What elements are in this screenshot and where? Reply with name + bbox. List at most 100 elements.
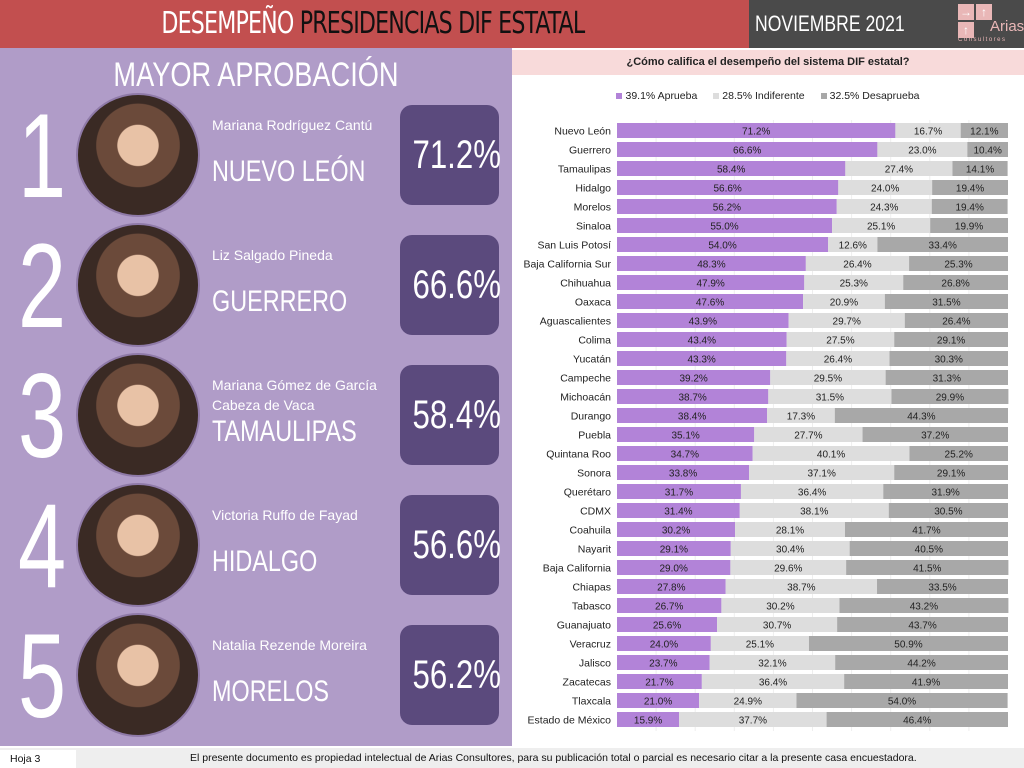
data-label: 71.2%: [742, 127, 770, 138]
bar-segment: [895, 123, 961, 138]
stacked-bar-chart: Nuevo León 71.2% 16.7% 12.1% Guerrero 66.6% 23…: [523, 120, 1009, 731]
category-label: Nuevo León: [554, 126, 611, 138]
data-label: 31.4%: [664, 507, 692, 518]
data-label: 26.4%: [824, 355, 852, 366]
bar-segment: [884, 294, 1008, 309]
data-label: 10.4%: [973, 146, 1001, 157]
data-label: 36.4%: [759, 678, 787, 689]
bar-segment: [932, 180, 1008, 195]
data-label: 30.2%: [766, 602, 794, 613]
category-label: Aguascalientes: [540, 316, 611, 328]
data-label: 43.7%: [908, 621, 936, 632]
category-label: Yucatán: [573, 354, 611, 366]
data-label: 29.6%: [774, 564, 802, 575]
bar-segment: [617, 598, 722, 613]
data-label: 44.3%: [907, 412, 935, 423]
bar-segment: [877, 237, 1008, 252]
category-label: Michoacán: [560, 392, 611, 404]
bar-segment: [903, 275, 1008, 290]
logo-text: Arias: [990, 18, 1024, 35]
data-label: 47.9%: [696, 279, 724, 290]
data-label: 24.0%: [871, 184, 899, 195]
portrait-photo: [76, 483, 200, 607]
data-label: 24.0%: [650, 640, 678, 651]
approval-value: 56.2%: [412, 653, 501, 697]
data-label: 31.3%: [933, 374, 961, 385]
data-label: 12.1%: [970, 127, 998, 138]
bar-segment: [894, 465, 1008, 480]
ranking-entry: 4 Victoria Ruffo de Fayad HIDALGO 56.6%: [0, 479, 512, 613]
category-label: Quintana Roo: [546, 449, 611, 461]
bar-segment: [862, 427, 1008, 442]
data-label: 27.7%: [794, 431, 822, 442]
bar-segment: [617, 275, 805, 290]
bar-segment: [717, 617, 838, 632]
title-part2: PRESIDENCIAS DIF ESTATAL: [299, 6, 584, 41]
data-label: 58.4%: [717, 165, 745, 176]
approval-value: 71.2%: [412, 133, 501, 177]
category-label: Oaxaca: [575, 297, 611, 309]
bar-segment: [735, 522, 845, 537]
data-label: 40.1%: [817, 450, 845, 461]
state-name: TAMAULIPAS: [212, 415, 357, 448]
category-label: Chiapas: [572, 582, 611, 594]
bar-segment: [739, 503, 889, 518]
bar-segment: [749, 465, 895, 480]
approval-value-box: 56.6%: [400, 495, 501, 595]
bar-segment: [909, 446, 1008, 461]
person-name: Mariana Gómez de García Cabeza de Vaca: [212, 377, 377, 413]
data-label: 43.4%: [688, 336, 716, 347]
data-label: 38.7%: [787, 583, 815, 594]
bar-segment: [770, 370, 886, 385]
data-label: 20.9%: [830, 298, 858, 309]
category-label: Zacatecas: [563, 677, 611, 689]
rank-number: 1: [18, 89, 67, 223]
data-label: 37.7%: [739, 716, 767, 727]
category-label: Tabasco: [572, 601, 611, 613]
legend-item: 32.5% Desaprueba: [820, 90, 920, 102]
approval-value-box: 71.2%: [400, 105, 501, 205]
header-title: DESEMPEÑO PRESIDENCIAS DIF ESTATAL: [0, 0, 745, 48]
data-label: 54.0%: [888, 697, 916, 708]
category-label: Coahuila: [570, 525, 612, 537]
category-label: Morelos: [574, 202, 611, 214]
bar-segment: [617, 237, 829, 252]
portrait-photo: [76, 613, 200, 737]
bar-segment: [826, 712, 1008, 727]
bar-segment: [909, 256, 1008, 271]
data-label: 41.5%: [913, 564, 941, 575]
data-label: 12.6%: [839, 241, 867, 252]
bar-segment: [808, 636, 1008, 651]
category-label: Jalisco: [579, 658, 611, 670]
bar-segment: [845, 161, 953, 176]
bar-segment: [754, 427, 863, 442]
data-label: 41.7%: [912, 526, 940, 537]
arrow-up-icon: ↑: [976, 4, 992, 20]
bar-segment: [617, 655, 710, 670]
bar-segment: [617, 484, 741, 499]
bar-segment: [617, 541, 731, 556]
category-label: Nayarit: [578, 544, 611, 556]
data-label: 41.9%: [912, 678, 940, 689]
bar-segment: [752, 446, 910, 461]
bar-segment: [960, 123, 1008, 138]
approval-value: 66.6%: [412, 263, 501, 307]
data-label: 24.9%: [734, 697, 762, 708]
legend-label: 32.5% Desaprueba: [829, 90, 920, 102]
bar-segment: [796, 693, 1008, 708]
bar-segment: [844, 522, 1008, 537]
bar-segment: [617, 161, 846, 176]
data-label: 47.6%: [696, 298, 724, 309]
rank-number: 3: [18, 349, 67, 483]
ranking-entry: 3 Mariana Gómez de García Cabeza de Vaca…: [0, 349, 512, 483]
bar-segment: [710, 636, 809, 651]
bar-segment: [768, 389, 892, 404]
data-label: 37.1%: [808, 469, 836, 480]
bar-segment: [967, 142, 1008, 157]
bar-segment: [730, 541, 850, 556]
bar-segment: [617, 332, 787, 347]
bar-segment: [617, 427, 755, 442]
bar-segment: [888, 503, 1008, 518]
bar-segment: [617, 389, 769, 404]
data-label: 44.2%: [907, 659, 935, 670]
